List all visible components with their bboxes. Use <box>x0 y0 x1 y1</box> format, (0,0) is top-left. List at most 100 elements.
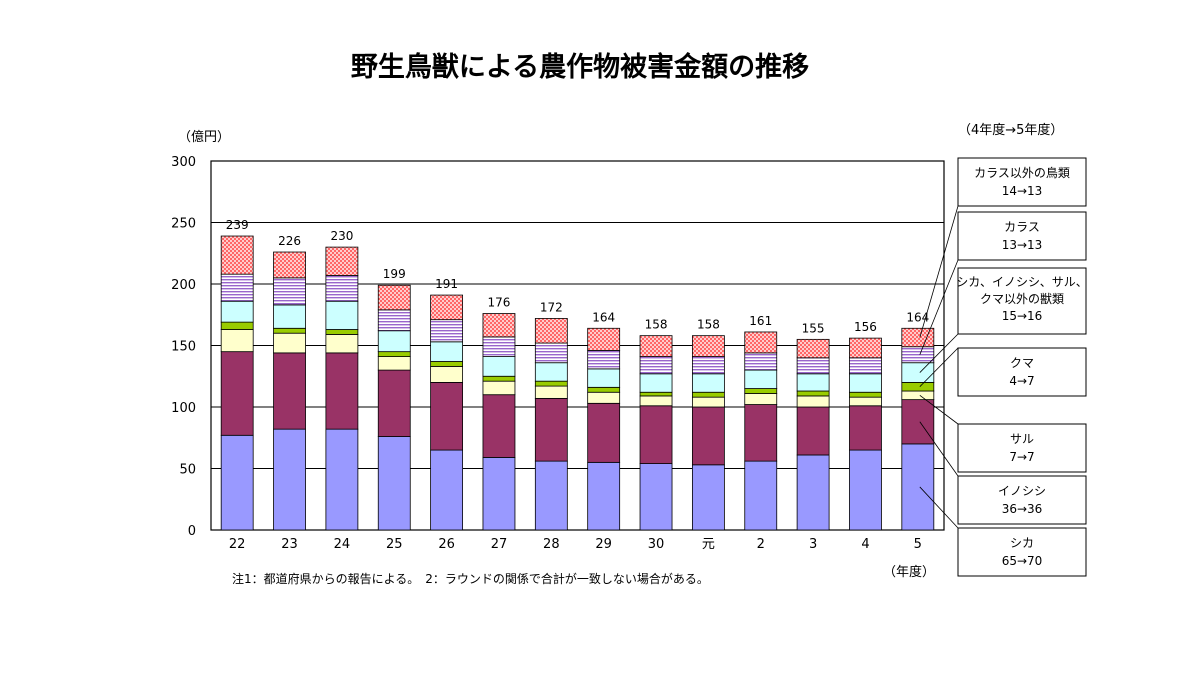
bar-segment <box>639 356 673 375</box>
bar-segment <box>744 352 778 371</box>
y-tick-label: 300 <box>171 155 196 170</box>
y-tick-label: 50 <box>179 463 196 478</box>
bar-segment <box>273 352 306 430</box>
bar-segment <box>901 443 935 531</box>
bar-segment <box>325 334 359 354</box>
bar-segment <box>744 369 778 389</box>
bar-segment <box>849 405 882 451</box>
bar-segment <box>639 335 673 357</box>
bar-segment <box>273 332 306 354</box>
legend-label: シカ、イノシシ、サル、 <box>956 275 1088 289</box>
bar-segment <box>587 402 621 463</box>
bar-segment <box>220 351 254 436</box>
x-tick-label: 24 <box>334 537 351 552</box>
bar-segment <box>220 273 254 302</box>
bar-segment <box>430 361 464 367</box>
x-tick-label: 2 <box>757 537 765 552</box>
total-label: 176 <box>488 296 511 310</box>
bar-segment <box>482 457 516 531</box>
bar-segment <box>639 405 673 464</box>
bar-segment <box>325 246 359 276</box>
legend-box <box>957 423 1087 473</box>
bar-segment <box>901 381 935 392</box>
bar-segment <box>849 357 882 375</box>
x-tick-label: 25 <box>386 537 403 552</box>
bar-segment <box>482 394 516 458</box>
x-tick-label: 5 <box>914 537 922 552</box>
bar-segment <box>901 327 935 348</box>
bar-segment <box>796 390 830 397</box>
bars <box>220 235 935 531</box>
total-label: 230 <box>330 229 353 243</box>
bar-segment <box>639 463 673 531</box>
bar-segment <box>377 351 411 357</box>
bar-segment <box>273 428 306 531</box>
legend-leader-lines <box>919 205 959 529</box>
bar-segment <box>587 391 621 404</box>
bar-segment <box>534 385 568 399</box>
total-label: 191 <box>435 277 458 291</box>
x-tick-label: 元 <box>702 537 715 552</box>
x-tick-labels: 22 23 24 25 26 27 28 29 30 元 2 3 4 5 <box>229 537 922 552</box>
bar-segment <box>744 331 778 354</box>
bar-segment <box>796 357 830 375</box>
legend-change: 15→16 <box>1002 309 1043 323</box>
x-tick-label: 26 <box>438 537 455 552</box>
bar-segment <box>325 274 359 302</box>
y-tick-labels: 0 50 100 150 200 250 300 <box>171 155 196 539</box>
bar-segment <box>273 304 306 329</box>
legend-box <box>957 475 1087 525</box>
total-labels: 239 226 230 199 191 176 172 164 158 158 161 155 156 1… <box>226 218 930 335</box>
bar-segment <box>587 368 621 388</box>
legend-box <box>957 527 1087 577</box>
x-tick-label: 22 <box>229 537 246 552</box>
total-label: 161 <box>749 314 772 328</box>
chart-title: 野生鳥獣による農作物被害金額の推移 <box>351 51 809 83</box>
chart-note: 注1：都道府県からの報告による。 2：ラウンドの関係で合計が一致しない場合がある… <box>232 571 709 586</box>
bar-segment <box>273 327 306 334</box>
leader-line <box>919 394 959 425</box>
bar-segment <box>796 406 830 456</box>
leader-line <box>919 333 959 373</box>
legend-label: カラス以外の鳥類 <box>974 165 1070 180</box>
bar-segment <box>901 362 935 383</box>
bar-segment <box>273 251 306 279</box>
bar-segment <box>377 369 411 437</box>
bar-segment <box>377 309 411 332</box>
bar-segment <box>587 327 621 351</box>
bar-segment <box>587 386 621 393</box>
bar-segment <box>901 390 935 401</box>
bar-segment <box>430 366 464 383</box>
bar-segment <box>849 449 882 531</box>
bar-segment <box>430 381 464 451</box>
bar-segment <box>534 380 568 387</box>
bar-segment <box>430 449 464 531</box>
x-tick-label: 4 <box>861 537 869 552</box>
legend-label: シカ <box>1010 536 1034 550</box>
bar-segment <box>325 352 359 430</box>
bar-segment <box>691 391 725 398</box>
bar-segment <box>377 330 411 353</box>
bar-segment <box>325 428 359 531</box>
legend-box <box>957 157 1087 207</box>
bar-segment <box>796 395 830 408</box>
bar-segment <box>273 277 306 306</box>
x-tick-label: 3 <box>809 537 817 552</box>
bar-segment <box>482 336 516 357</box>
y-tick-label: 200 <box>171 278 196 293</box>
bar-segment <box>691 373 725 393</box>
legend-label: イノシシ <box>998 484 1046 498</box>
bar-segment <box>430 294 464 321</box>
bar-segment <box>534 460 568 531</box>
bar-segment <box>639 391 673 397</box>
legend-label: クマ以外の獣類 <box>980 292 1064 306</box>
leader-line <box>919 421 959 477</box>
legend-box <box>957 347 1087 397</box>
bar-segment <box>849 396 882 407</box>
bar-segment <box>901 346 935 364</box>
legend-label: クマ <box>1010 356 1034 370</box>
y-tick-label: 250 <box>171 217 196 232</box>
y-axis-label: （億円） <box>178 129 230 145</box>
bar-segment <box>744 393 778 405</box>
